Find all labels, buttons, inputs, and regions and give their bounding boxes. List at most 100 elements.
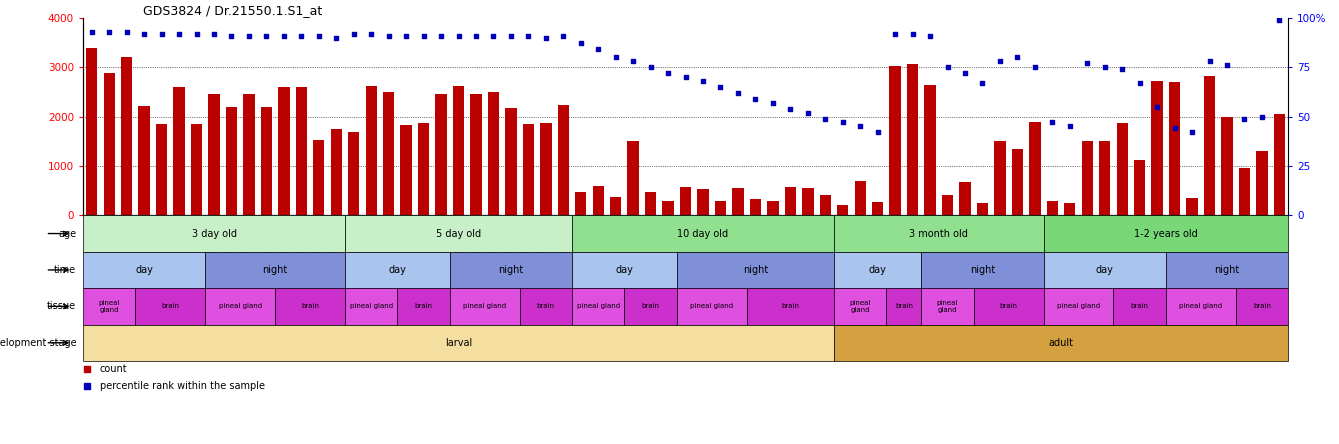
Bar [572, 288, 624, 325]
Point [814, 115, 836, 122]
Bar [698, 189, 708, 215]
Bar [1239, 168, 1251, 215]
Bar [1047, 201, 1058, 215]
Bar [1099, 141, 1110, 215]
Bar [1134, 160, 1145, 215]
Text: brain: brain [894, 303, 913, 309]
Bar [872, 202, 884, 215]
Text: brain: brain [301, 303, 319, 309]
Bar [450, 252, 572, 288]
Point [692, 77, 714, 84]
Text: night: night [743, 265, 769, 275]
Bar [732, 188, 743, 215]
Bar [348, 132, 359, 215]
Text: pineal gland: pineal gland [577, 303, 620, 309]
Bar [680, 186, 691, 215]
Bar [103, 73, 115, 215]
Point [343, 30, 364, 37]
Point [1181, 129, 1202, 136]
Bar [505, 107, 517, 215]
Point [920, 32, 941, 39]
Point [412, 32, 434, 39]
Point [972, 79, 994, 87]
Bar [785, 186, 795, 215]
Bar [1043, 215, 1288, 252]
Text: day: day [1095, 265, 1114, 275]
Point [1233, 115, 1255, 122]
Text: brain: brain [782, 303, 799, 309]
Bar [1273, 114, 1285, 215]
Point [430, 32, 451, 39]
Point [1268, 16, 1289, 23]
Text: day: day [135, 265, 153, 275]
Bar [767, 201, 778, 215]
Text: pineal gland: pineal gland [463, 303, 506, 309]
Point [99, 28, 121, 35]
Bar [296, 87, 307, 215]
Bar [83, 252, 205, 288]
Point [797, 109, 818, 116]
Bar [973, 288, 1043, 325]
Text: 3 day old: 3 day old [191, 229, 237, 238]
Bar [1204, 76, 1216, 215]
Text: pineal
gland: pineal gland [99, 300, 121, 313]
Text: time: time [54, 265, 76, 275]
Point [151, 30, 173, 37]
Point [447, 32, 469, 39]
Bar [889, 66, 901, 215]
Bar [83, 215, 345, 252]
Text: brain: brain [415, 303, 432, 309]
Text: brain: brain [1253, 303, 1271, 309]
Point [465, 32, 486, 39]
Text: development stage: development stage [0, 338, 76, 348]
Bar [834, 215, 1043, 252]
Bar [628, 141, 639, 215]
Point [1007, 54, 1028, 61]
Point [570, 40, 592, 47]
Bar [747, 288, 834, 325]
Point [832, 119, 853, 126]
Point [1094, 63, 1115, 71]
Point [1077, 59, 1098, 67]
Bar [1030, 123, 1040, 215]
Bar [274, 288, 345, 325]
Bar [261, 107, 272, 215]
Point [902, 30, 924, 37]
Bar [470, 94, 482, 215]
Bar [331, 129, 341, 215]
Bar [1166, 288, 1236, 325]
Bar [572, 215, 834, 252]
Point [1146, 103, 1168, 110]
Point [1024, 63, 1046, 71]
Bar [345, 252, 450, 288]
Text: 3 month old: 3 month old [909, 229, 968, 238]
Text: pineal gland: pineal gland [1056, 303, 1101, 309]
Bar [834, 288, 886, 325]
Bar [886, 288, 921, 325]
Bar [121, 57, 133, 215]
Point [256, 32, 277, 39]
Bar [977, 203, 988, 215]
Point [395, 32, 416, 39]
Text: night: night [262, 265, 288, 275]
Point [675, 74, 696, 81]
Text: 10 day old: 10 day old [678, 229, 728, 238]
Text: percentile rank within the sample: percentile rank within the sample [100, 381, 265, 391]
Bar [1236, 288, 1288, 325]
Text: brain: brain [1000, 303, 1018, 309]
Text: brain: brain [537, 303, 554, 309]
Point [727, 89, 749, 96]
Bar [663, 201, 674, 215]
Point [82, 28, 103, 35]
Bar [1117, 123, 1127, 215]
Point [640, 63, 661, 71]
Point [1042, 119, 1063, 126]
Bar [313, 140, 324, 215]
Bar [834, 252, 921, 288]
Point [657, 70, 679, 77]
Point [1216, 62, 1237, 69]
Bar [941, 194, 953, 215]
Bar [1043, 288, 1114, 325]
Bar [1256, 151, 1268, 215]
Bar [924, 85, 936, 215]
